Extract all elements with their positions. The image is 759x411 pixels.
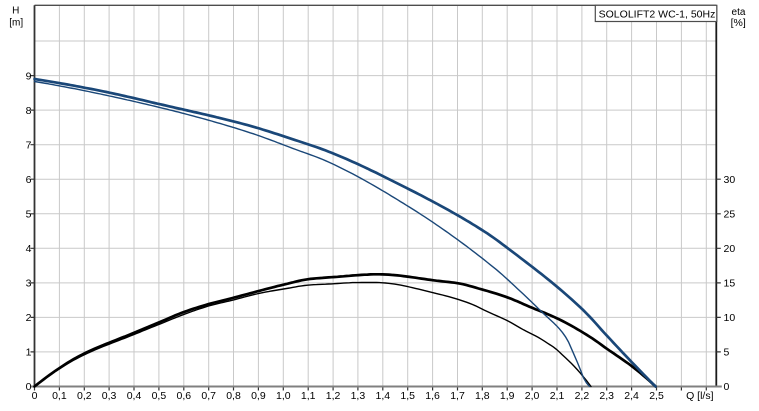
svg-text:0,4: 0,4 [127, 390, 142, 402]
svg-text:0,3: 0,3 [102, 390, 117, 402]
svg-text:7: 7 [26, 139, 32, 151]
svg-text:3: 3 [26, 278, 32, 290]
svg-text:0: 0 [26, 381, 32, 393]
svg-text:1,8: 1,8 [475, 390, 490, 402]
svg-text:8: 8 [26, 105, 32, 117]
svg-text:2,5: 2,5 [649, 390, 664, 402]
svg-text:1,1: 1,1 [301, 390, 316, 402]
svg-text:1,6: 1,6 [425, 390, 440, 402]
svg-text:1: 1 [26, 347, 32, 359]
svg-text:eta: eta [732, 7, 746, 18]
svg-text:1,3: 1,3 [351, 390, 366, 402]
svg-text:1,9: 1,9 [500, 390, 515, 402]
svg-text:1,4: 1,4 [375, 390, 390, 402]
svg-text:2,4: 2,4 [624, 390, 639, 402]
svg-text:25: 25 [724, 208, 736, 220]
svg-text:30: 30 [724, 174, 736, 186]
svg-text:0,5: 0,5 [152, 390, 167, 402]
svg-text:15: 15 [724, 278, 736, 290]
svg-text:H: H [12, 6, 19, 17]
svg-text:Q [l/s]: Q [l/s] [686, 390, 714, 402]
svg-text:0: 0 [32, 390, 38, 402]
svg-text:0,8: 0,8 [226, 390, 241, 402]
svg-text:1,2: 1,2 [326, 390, 341, 402]
svg-text:0,9: 0,9 [251, 390, 266, 402]
svg-text:2: 2 [26, 312, 32, 324]
svg-text:9: 9 [26, 70, 32, 82]
svg-text:1,7: 1,7 [450, 390, 465, 402]
svg-text:2,2: 2,2 [575, 390, 590, 402]
svg-text:1,5: 1,5 [400, 390, 415, 402]
svg-text:[%]: [%] [731, 17, 746, 29]
svg-text:5: 5 [724, 347, 730, 359]
svg-text:0,6: 0,6 [176, 390, 191, 402]
svg-text:2,0: 2,0 [525, 390, 540, 402]
svg-text:4: 4 [26, 243, 32, 255]
svg-text:2,1: 2,1 [550, 390, 565, 402]
svg-text:SOLOLIFT2 WC-1, 50Hz: SOLOLIFT2 WC-1, 50Hz [599, 8, 716, 20]
svg-text:0,1: 0,1 [52, 390, 67, 402]
svg-text:10: 10 [724, 312, 736, 324]
svg-text:5: 5 [26, 208, 32, 220]
svg-text:20: 20 [724, 243, 736, 255]
svg-text:1,0: 1,0 [276, 390, 291, 402]
svg-text:0,2: 0,2 [77, 390, 92, 402]
svg-text:[m]: [m] [9, 17, 23, 28]
svg-text:6: 6 [26, 174, 32, 186]
svg-text:2,3: 2,3 [599, 390, 614, 402]
svg-text:0,7: 0,7 [201, 390, 216, 402]
svg-text:0: 0 [724, 381, 730, 393]
